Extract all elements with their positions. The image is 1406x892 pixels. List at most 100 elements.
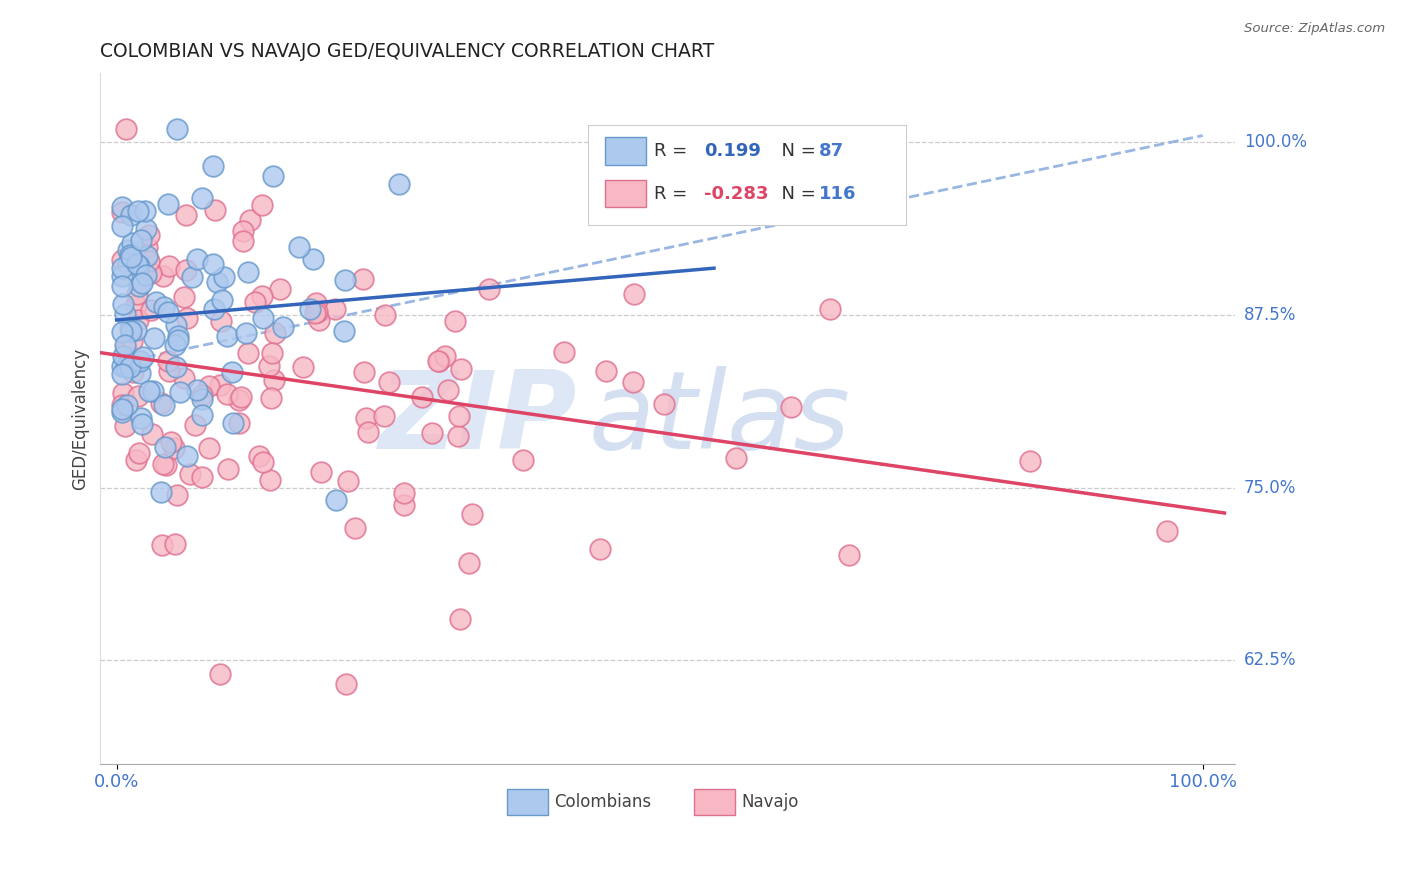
Point xyxy=(153,440,176,454)
Point xyxy=(239,212,262,227)
Point xyxy=(269,282,291,296)
Point xyxy=(232,224,254,238)
Point xyxy=(180,269,202,284)
Point xyxy=(150,484,173,499)
Point xyxy=(138,254,160,268)
Point xyxy=(127,389,149,403)
Point xyxy=(114,419,136,434)
Point xyxy=(165,318,187,332)
Point xyxy=(259,473,281,487)
Point xyxy=(450,362,472,376)
Text: 116: 116 xyxy=(818,185,856,202)
Point xyxy=(252,310,274,325)
Point xyxy=(111,261,134,276)
Point xyxy=(117,243,139,257)
Point xyxy=(134,203,156,218)
Point xyxy=(155,458,177,472)
Point xyxy=(198,379,221,393)
Point xyxy=(125,287,148,301)
Point xyxy=(145,295,167,310)
FancyBboxPatch shape xyxy=(695,789,735,814)
Point xyxy=(449,612,471,626)
Point xyxy=(135,222,157,236)
Point xyxy=(111,219,134,233)
Point xyxy=(191,191,214,205)
Point xyxy=(176,310,198,325)
Point xyxy=(118,248,141,262)
Text: 62.5%: 62.5% xyxy=(1244,651,1296,669)
Point xyxy=(447,428,470,442)
Point xyxy=(111,404,134,418)
Point xyxy=(259,359,281,373)
Point xyxy=(190,408,212,422)
Point xyxy=(337,475,360,489)
Point xyxy=(333,324,356,338)
Point xyxy=(127,257,149,271)
Point xyxy=(433,349,456,363)
Point xyxy=(1018,453,1040,467)
FancyBboxPatch shape xyxy=(606,137,647,164)
Text: 100.0%: 100.0% xyxy=(1244,134,1306,152)
Point xyxy=(377,376,399,390)
Point xyxy=(166,333,188,347)
Point xyxy=(160,434,183,449)
Point xyxy=(115,342,138,356)
Point xyxy=(1156,524,1178,538)
Point xyxy=(209,378,232,392)
Point xyxy=(165,338,187,352)
Point xyxy=(128,279,150,293)
Point xyxy=(201,257,224,271)
Point xyxy=(111,252,134,267)
Point xyxy=(135,268,157,282)
Point xyxy=(209,314,232,328)
Point xyxy=(427,353,450,368)
Point xyxy=(120,250,142,264)
Point xyxy=(323,301,346,316)
Point xyxy=(129,410,152,425)
Point xyxy=(335,677,357,691)
Point xyxy=(165,359,187,374)
FancyBboxPatch shape xyxy=(606,179,647,207)
Point xyxy=(118,359,141,374)
Point xyxy=(221,365,243,379)
Point xyxy=(169,384,191,399)
Point xyxy=(222,416,245,430)
Point xyxy=(457,556,479,570)
Point xyxy=(111,386,134,401)
Point xyxy=(271,319,294,334)
Point xyxy=(132,350,155,364)
Point xyxy=(163,537,186,551)
Point xyxy=(152,268,174,283)
Point xyxy=(305,296,328,310)
Point xyxy=(725,450,748,465)
Point xyxy=(512,452,534,467)
Text: 87.5%: 87.5% xyxy=(1244,306,1296,324)
Point xyxy=(229,390,252,404)
Point xyxy=(139,266,162,280)
Point xyxy=(114,307,136,321)
Point xyxy=(202,301,225,316)
Point xyxy=(260,391,283,405)
Point xyxy=(231,234,253,248)
Text: ZIP: ZIP xyxy=(378,366,576,472)
Point xyxy=(131,417,153,431)
Point xyxy=(215,329,238,343)
Point xyxy=(157,354,180,368)
Point xyxy=(157,364,180,378)
Point xyxy=(111,279,134,293)
Point xyxy=(236,265,259,279)
Text: R =: R = xyxy=(654,185,693,202)
Point xyxy=(228,416,250,430)
Point xyxy=(392,499,415,513)
Point xyxy=(357,425,380,440)
Point xyxy=(111,269,134,284)
Point xyxy=(162,441,184,455)
Point xyxy=(204,202,226,217)
Point xyxy=(167,329,190,343)
Point xyxy=(392,486,415,500)
Point xyxy=(128,259,150,273)
Point xyxy=(111,359,134,373)
Point xyxy=(308,312,330,326)
Point xyxy=(173,371,195,385)
Point xyxy=(301,252,323,266)
